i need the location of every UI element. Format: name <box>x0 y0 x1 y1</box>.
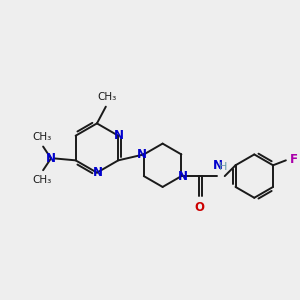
Text: H: H <box>219 162 227 172</box>
Text: CH₃: CH₃ <box>32 175 52 185</box>
Text: N: N <box>137 148 147 161</box>
Text: N: N <box>93 166 103 179</box>
Text: N: N <box>213 159 223 172</box>
Text: N: N <box>178 169 188 183</box>
Text: O: O <box>194 201 204 214</box>
Text: CH₃: CH₃ <box>97 92 116 102</box>
Text: F: F <box>290 153 298 166</box>
Text: N: N <box>114 129 124 142</box>
Text: CH₃: CH₃ <box>32 132 52 142</box>
Text: N: N <box>46 152 56 165</box>
